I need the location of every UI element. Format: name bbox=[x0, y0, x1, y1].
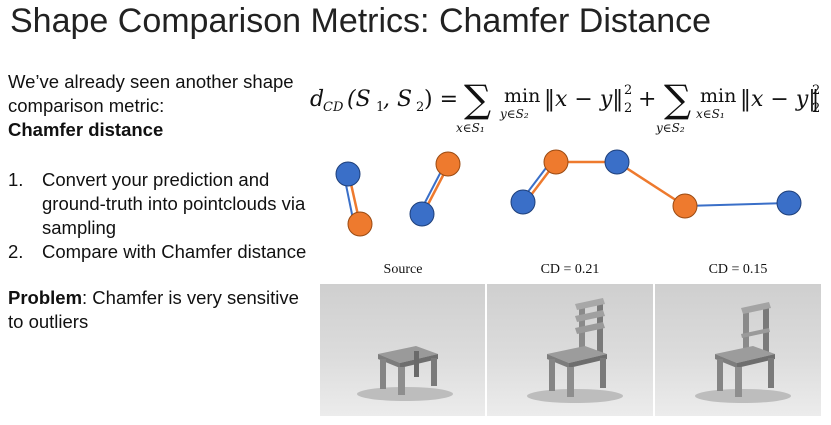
blue-point bbox=[776, 190, 802, 216]
orange-point bbox=[435, 151, 461, 177]
step-text: Convert your prediction and ground-truth… bbox=[42, 169, 306, 238]
formula-args-mid: , S bbox=[383, 87, 412, 112]
formula-lhs-sub: CD bbox=[323, 100, 344, 115]
sum2-under: y∈S₂ bbox=[655, 121, 685, 135]
intro-line: We’ve already seen another shape compari… bbox=[8, 71, 294, 116]
step-number: 2. bbox=[8, 241, 24, 262]
formula-s2-index: 2 bbox=[416, 100, 424, 115]
sum1-icon: ∑ bbox=[464, 77, 491, 121]
formula-s1-index: 1 bbox=[376, 100, 384, 115]
step-text: Compare with Chamfer distance bbox=[42, 241, 307, 262]
intro-paragraph: We’ve already seen another shape compari… bbox=[8, 70, 308, 142]
sum2-icon: ∑ bbox=[664, 77, 691, 121]
formula-plus: + bbox=[638, 87, 656, 112]
min2-label: min bbox=[700, 85, 736, 107]
chair-icon bbox=[357, 346, 453, 401]
problem-label: Problem bbox=[8, 287, 83, 308]
slide-body: We’ve already seen another shape compari… bbox=[8, 70, 308, 334]
slide-title: Shape Comparison Metrics: Chamfer Distan… bbox=[10, 2, 712, 40]
formula-args-open: (S bbox=[347, 87, 371, 112]
min1-under: y∈S₂ bbox=[499, 107, 529, 121]
term2: ‖x − y‖ bbox=[740, 87, 819, 112]
orange-point bbox=[347, 211, 373, 237]
chair-icon bbox=[695, 302, 791, 403]
term1-sup: 2 bbox=[624, 83, 632, 98]
term1: ‖x − y‖ bbox=[544, 87, 623, 112]
point-matching-diagram bbox=[335, 149, 802, 237]
term2-sub: 2 bbox=[812, 101, 820, 116]
min1-label: min bbox=[504, 85, 540, 107]
caption-cd-015: CD = 0.15 bbox=[708, 262, 768, 277]
match-line bbox=[616, 160, 686, 208]
problem-paragraph: Problem: Chamfer is very sensitive to ou… bbox=[8, 286, 308, 334]
problem-text: : Chamfer is very sensitive to outliers bbox=[8, 287, 299, 332]
step-item: 2. Compare with Chamfer distance bbox=[8, 240, 308, 264]
source-render-panel bbox=[320, 284, 485, 416]
step-number: 1. bbox=[8, 169, 24, 190]
steps-list: 1. Convert your prediction and ground-tr… bbox=[8, 168, 308, 264]
chair-icon bbox=[527, 298, 623, 403]
blue-point bbox=[409, 201, 435, 227]
sum1-under: x∈S₁ bbox=[456, 121, 485, 135]
min2-under: x∈S₁ bbox=[696, 107, 725, 121]
blue-point bbox=[510, 189, 536, 215]
orange-point bbox=[672, 193, 698, 219]
cd-015-render-panel bbox=[655, 284, 821, 416]
cd-021-render-panel bbox=[487, 284, 653, 416]
blue-point bbox=[335, 161, 361, 187]
term1-sub: 2 bbox=[624, 101, 632, 116]
caption-source: Source bbox=[383, 262, 423, 277]
intro-bold: Chamfer distance bbox=[8, 119, 164, 140]
orange-point bbox=[543, 149, 569, 175]
chamfer-formula: d CD (S 1 , S 2 ) = ∑ x∈S₁ min y∈S₂ ‖x −… bbox=[310, 77, 820, 135]
formula-args-end: ) = bbox=[424, 87, 458, 112]
blue-point bbox=[604, 149, 630, 175]
formula-lhs: d bbox=[310, 87, 324, 112]
term2-sup: 2 bbox=[812, 83, 820, 98]
caption-cd-021: CD = 0.21 bbox=[540, 262, 600, 277]
step-item: 1. Convert your prediction and ground-tr… bbox=[8, 168, 308, 240]
match-line bbox=[684, 202, 790, 207]
